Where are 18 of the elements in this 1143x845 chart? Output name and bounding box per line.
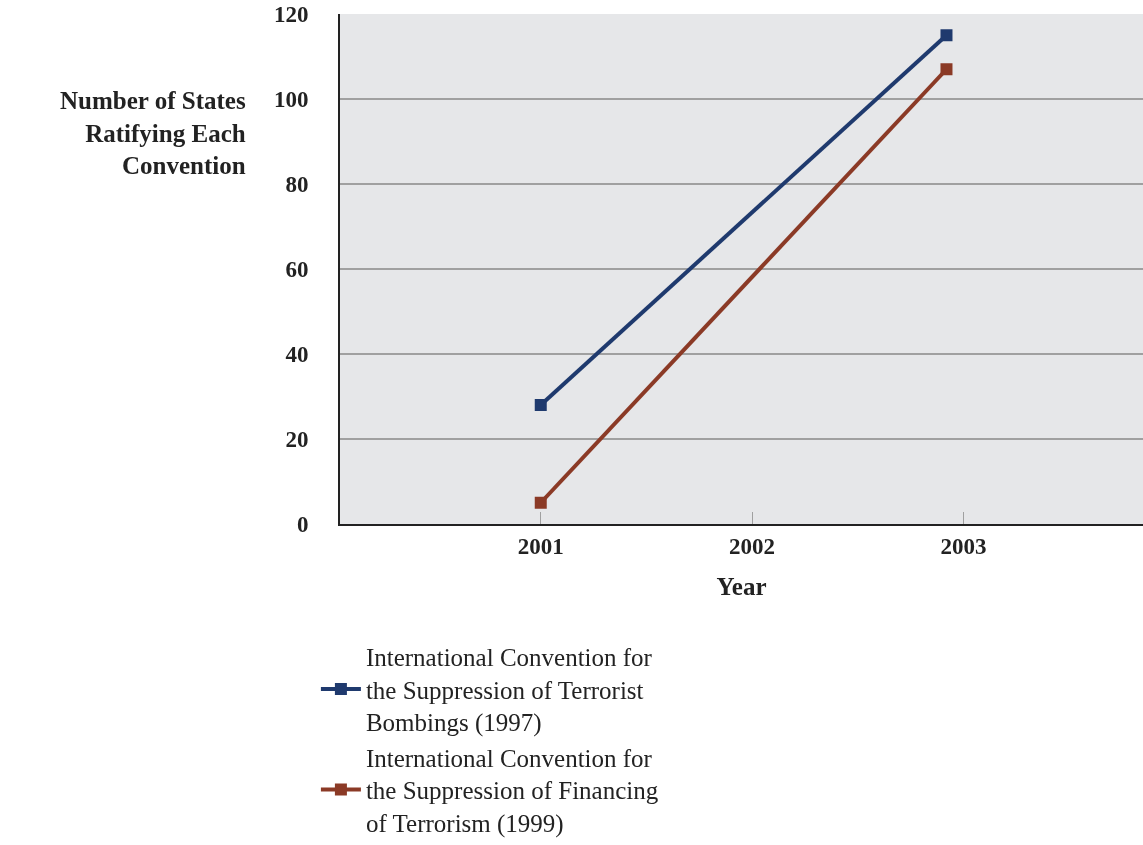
y-tick-label: 100	[273, 87, 309, 113]
y-axis-title: Number of States Ratifying Each Convention	[60, 87, 246, 179]
y-tick-label: 60	[285, 257, 309, 283]
legend-label: International Convention for the Suppression of Financing of Terrorism (1999)	[365, 744, 659, 838]
y-tick-label: 20	[285, 427, 309, 453]
y-tick-label: 80	[285, 172, 309, 198]
point	[940, 29, 953, 42]
y-tick-label: 0	[296, 512, 309, 538]
point	[534, 399, 547, 411]
y-tick-label: 40	[285, 342, 309, 368]
point	[940, 63, 953, 76]
point	[534, 496, 547, 509]
y-tick-label: 120	[273, 2, 309, 28]
x-axis-title: Year	[716, 573, 767, 601]
legend-label: International Convention for the Suppression of Terrorist Bombings (1997)	[365, 644, 653, 738]
x-tick-label: 2001	[517, 533, 564, 559]
x-tick-label: 2003	[940, 533, 987, 559]
x-tick-label: 2002	[729, 533, 776, 559]
